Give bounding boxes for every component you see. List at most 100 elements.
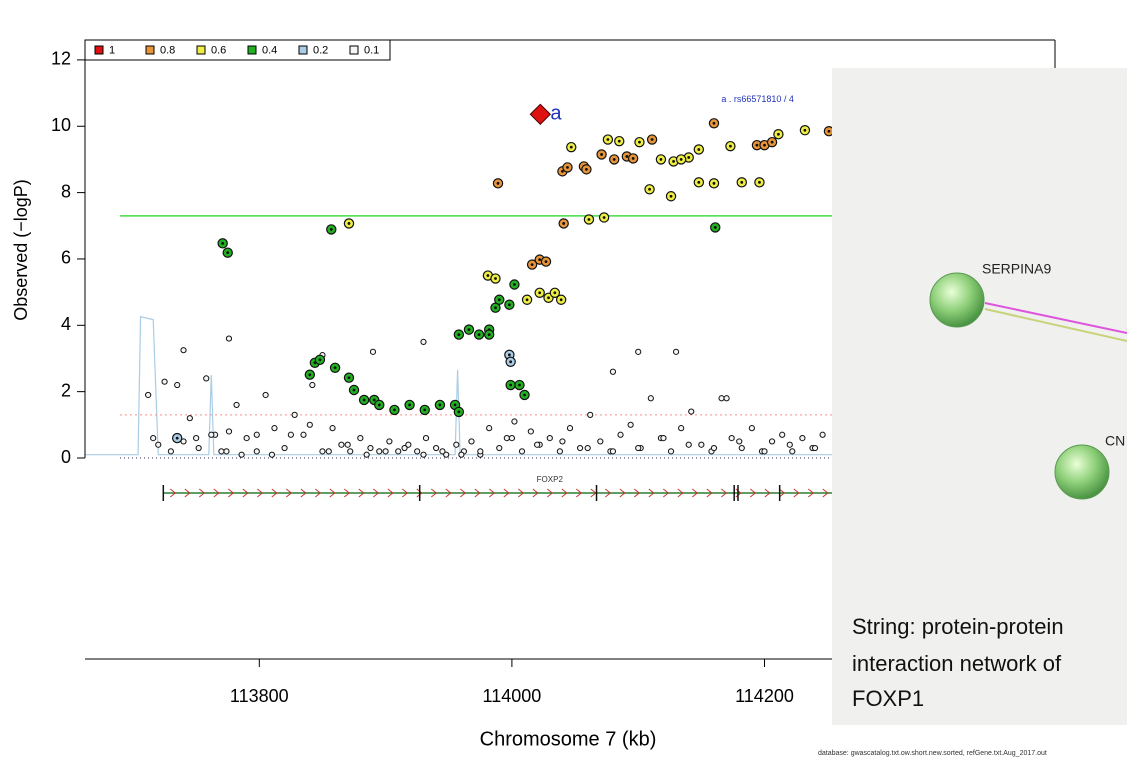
gene-arrow: [720, 488, 728, 498]
gene-arrow: [256, 488, 264, 498]
x-tick-label: 114200: [735, 686, 794, 706]
gene-arrow: [807, 488, 815, 498]
snp-point: [789, 448, 796, 455]
snp-point: [367, 444, 374, 452]
snp-dot: [648, 187, 651, 191]
caption: interaction network of: [852, 651, 1062, 676]
snp-dot: [659, 158, 663, 161]
snp-dot: [602, 216, 606, 219]
caption: FOXP1: [852, 686, 924, 711]
gene-arrow: [401, 488, 409, 498]
snp-point: [584, 444, 591, 452]
snp-dot: [538, 258, 542, 262]
snp-dot: [697, 148, 701, 151]
snp-point: [748, 425, 755, 432]
snp-point: [150, 434, 157, 442]
snp-dot: [329, 228, 333, 231]
snp-dot: [625, 155, 629, 158]
snp-point: [635, 348, 642, 355]
edge: [984, 302, 1127, 334]
snp-point: [329, 425, 336, 432]
gene-arrow: [372, 488, 380, 498]
gene-arrow: [343, 488, 351, 498]
edge: [984, 308, 1127, 342]
snp-point: [685, 441, 692, 448]
snp-point: [319, 448, 326, 455]
snp-dot: [423, 408, 427, 412]
snp-point: [718, 395, 725, 402]
snp-point: [511, 418, 518, 425]
snp-dot: [547, 296, 550, 300]
gene-arrow: [706, 488, 713, 498]
snp-point: [253, 448, 260, 455]
gene-arrow: [691, 488, 699, 498]
snp-point: [433, 444, 440, 452]
snp-point: [710, 444, 718, 452]
snp-dot: [507, 303, 511, 307]
snp-dot: [562, 222, 566, 225]
y-tick-label: 8: [61, 181, 71, 201]
snp-point: [496, 444, 503, 452]
snp-point: [395, 448, 402, 455]
snp-point: [225, 428, 233, 435]
snp-point: [243, 434, 250, 442]
snp-dot: [523, 393, 526, 397]
snp-dot: [679, 158, 683, 161]
gene-arrow: [677, 488, 684, 498]
snp-point: [420, 451, 427, 458]
legend-swatch: [298, 45, 308, 55]
snp-dot: [308, 373, 312, 377]
snp-point: [723, 395, 730, 402]
snp-point: [271, 425, 278, 432]
snp-point: [587, 411, 594, 418]
snp-dot: [650, 138, 654, 141]
gene-arrow: [358, 488, 365, 498]
snp-dot: [631, 157, 635, 160]
snp-point: [325, 448, 332, 455]
gene-arrow: [242, 488, 249, 498]
snp-point: [309, 381, 316, 389]
gene-arrow: [227, 488, 235, 498]
snp-point: [338, 441, 345, 448]
snp-dot: [347, 222, 351, 225]
snp-point: [486, 425, 493, 432]
legend-swatch: [247, 45, 257, 55]
x-tick-label: 114000: [483, 686, 542, 706]
snp-point: [414, 448, 421, 455]
snp-point: [458, 451, 465, 458]
snp-dot: [362, 398, 366, 402]
gene-arrow: [604, 488, 612, 498]
snp-dot: [827, 129, 831, 133]
gene-arrow: [314, 488, 322, 498]
node-label: SERPINA9: [982, 261, 1051, 277]
snp-dot: [638, 140, 641, 144]
snp-dot: [509, 383, 513, 387]
plot-area: FOXP2 a a . rs66571810 / 4: [85, 94, 1055, 501]
snp-dot: [776, 132, 780, 136]
snp-point: [369, 348, 377, 355]
snp-dot: [672, 160, 675, 163]
snp-point: [698, 441, 705, 448]
snp-point: [577, 444, 584, 452]
y-tick-label: 0: [61, 447, 71, 467]
snp-point: [667, 448, 675, 455]
gene-arrow: [764, 488, 771, 498]
snp-point: [174, 381, 181, 389]
annotation: a . rs66571810 / 4: [721, 94, 794, 104]
snp-dot: [538, 291, 542, 295]
gene-arrow: [459, 488, 467, 498]
gene-arrow: [532, 488, 539, 498]
gene-arrow: [445, 488, 452, 498]
snp-point: [357, 434, 364, 442]
snp-point: [518, 448, 526, 455]
snp-dot: [566, 165, 569, 169]
gene-arrow: [503, 488, 510, 498]
caption: String: protein-protein: [852, 614, 1064, 639]
snp-dot: [713, 226, 717, 229]
snp-point: [736, 438, 743, 445]
snp-dot: [561, 169, 564, 173]
snp-dot: [712, 181, 716, 185]
snp-dot: [486, 274, 490, 277]
snp-point: [401, 444, 408, 452]
snp-dot: [509, 360, 513, 364]
